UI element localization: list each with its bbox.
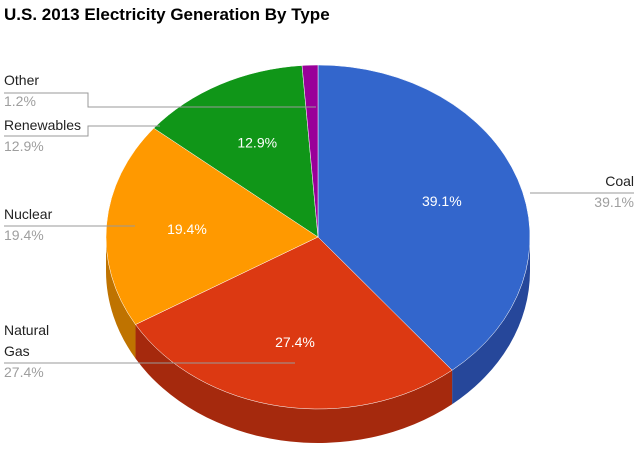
pie-slice-nuclear[interactable] (105, 127, 319, 325)
slice-labels: 39.1% 27.4% 19.4% 12.9% (167, 134, 462, 350)
pie-depth (106, 237, 530, 444)
legend-line-renewables (4, 125, 160, 137)
pie-slice-coal[interactable] (317, 64, 531, 371)
legend-value-nuclear: 19.4% (4, 227, 44, 243)
legend-name-other: Other (4, 72, 39, 88)
legend-value-coal: 39.1% (594, 194, 634, 210)
legend-name-renewables: Renewables (4, 117, 81, 133)
legend-name-natural-gas: Natural (4, 322, 49, 338)
pie-slice-renewables[interactable] (153, 65, 319, 238)
slice-label-nuclear: 19.4% (167, 221, 207, 237)
legend-value-other: 1.2% (4, 93, 36, 109)
legend-value-renewables: 12.9% (4, 138, 44, 154)
pie-side-coal (452, 237, 530, 405)
legend-line-other (4, 92, 316, 108)
pie-slice-other[interactable] (301, 64, 319, 238)
pie-slices (105, 64, 531, 410)
legend-value-natural-gas: 27.4% (4, 364, 44, 380)
pie-slice-natural-gas[interactable] (135, 236, 453, 410)
slice-label-natural-gas: 27.4% (275, 334, 315, 350)
pie-side-nuclear (106, 237, 136, 359)
legend: Coal 39.1% Natural Gas 27.4% Nuclear 19.4% Rene… (4, 72, 634, 380)
legend-item-nuclear: Nuclear 19.4% (4, 206, 135, 243)
legend-item-coal: Coal 39.1% (530, 173, 634, 210)
pie-side-natural-gas (135, 324, 453, 444)
legend-item-other: Other 1.2% (4, 72, 316, 109)
slice-label-renewables: 12.9% (237, 134, 277, 150)
chart-title: U.S. 2013 Electricity Generation By Type (4, 5, 330, 24)
legend-item-renewables: Renewables 12.9% (4, 117, 160, 154)
slice-label-coal: 39.1% (422, 193, 462, 209)
legend-name-natural-gas: Gas (4, 343, 30, 359)
legend-name-nuclear: Nuclear (4, 206, 53, 222)
legend-item-natural-gas: Natural Gas 27.4% (4, 322, 295, 380)
legend-name-coal: Coal (605, 173, 634, 189)
